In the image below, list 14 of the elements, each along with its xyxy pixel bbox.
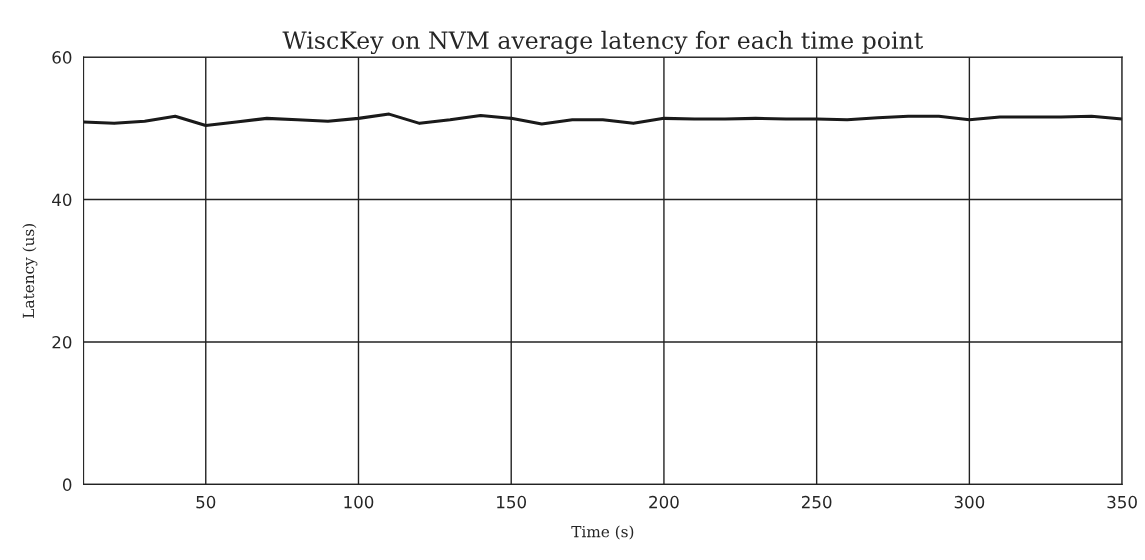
x-tick-label: 300 <box>954 495 985 509</box>
x-tick-label: 50 <box>196 495 216 509</box>
y-tick-label: 20 <box>52 335 72 349</box>
x-tick-label: 150 <box>497 495 527 509</box>
x-tick-label: 250 <box>801 495 832 509</box>
x-tick-label: 100 <box>344 495 374 509</box>
y-tick-label: 60 <box>52 51 72 64</box>
x-tick-label: 350 <box>1107 495 1137 509</box>
y-tick-label: 40 <box>52 193 72 207</box>
y-axis-title: Latency (us) <box>22 224 38 318</box>
y-tick-label: 0 <box>62 478 72 491</box>
x-axis-title: Time (s) <box>571 525 634 540</box>
chart-title: WiscKey on NVM average latency for each time point <box>282 30 924 55</box>
x-tick-label: 200 <box>649 495 679 509</box>
